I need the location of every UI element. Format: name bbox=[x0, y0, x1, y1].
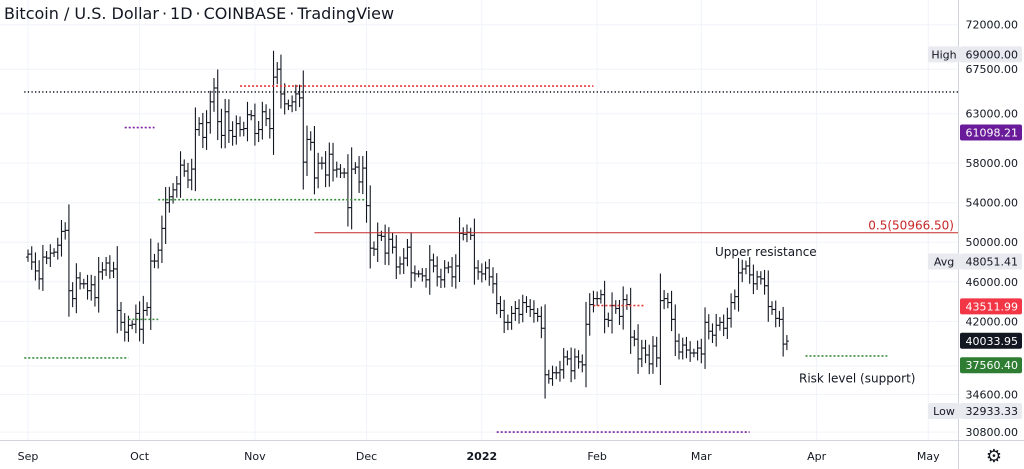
y-tick-label: 67500.00 bbox=[966, 63, 1019, 76]
y-tick-label: 63000.00 bbox=[966, 108, 1019, 121]
symbol-name[interactable]: Bitcoin / U.S. Dollar bbox=[4, 4, 159, 23]
x-tick-label: May bbox=[917, 450, 940, 463]
price-label-value: 61098.21 bbox=[966, 127, 1019, 140]
price-label-box[interactable] bbox=[960, 332, 1022, 349]
x-tick-label: Dec bbox=[356, 450, 377, 463]
price-label-value: 69000.00 bbox=[966, 48, 1019, 61]
x-tick-label: Apr bbox=[807, 450, 827, 463]
price-label-prefix: High bbox=[931, 48, 956, 61]
x-tick-label: Mar bbox=[691, 450, 712, 463]
price-label-prefix: Avg bbox=[934, 256, 954, 269]
price-label-box[interactable] bbox=[960, 124, 1022, 141]
price-label-box[interactable] bbox=[960, 357, 1022, 374]
y-tick-label: 46000.00 bbox=[966, 276, 1019, 289]
y-tick-label: 34600.00 bbox=[966, 389, 1019, 402]
x-tick-label: Sep bbox=[18, 450, 39, 463]
y-tick-label: 72000.00 bbox=[966, 19, 1019, 32]
x-tick-label: Feb bbox=[587, 450, 606, 463]
x-tick-label: Nov bbox=[244, 450, 266, 463]
interval-label[interactable]: 1D bbox=[170, 4, 193, 23]
price-label-value: 32933.33 bbox=[966, 405, 1019, 418]
y-tick-label: 54000.00 bbox=[966, 197, 1019, 210]
x-tick-label: Oct bbox=[130, 450, 150, 463]
price-label-prefix: Low bbox=[933, 405, 955, 418]
price-label-value: 48051.41 bbox=[966, 256, 1019, 269]
y-tick-label: 42000.00 bbox=[966, 315, 1019, 328]
price-label-value: 37560.40 bbox=[966, 359, 1019, 372]
chart-title: Bitcoin / U.S. Dollar · 1D · COINBASE · Tradin… bbox=[4, 4, 395, 23]
annotation-risk-level: Risk level (support) bbox=[799, 372, 915, 386]
exchange-label: COINBASE bbox=[203, 4, 287, 23]
x-tick-label: 2022 bbox=[467, 450, 498, 463]
price-label-prefix-box bbox=[928, 253, 960, 270]
y-tick-label: 30800.00 bbox=[966, 426, 1019, 439]
price-label-value: 43511.99 bbox=[966, 300, 1019, 313]
price-label-prefix-box bbox=[928, 46, 960, 63]
y-tick-label: 58000.00 bbox=[966, 157, 1019, 170]
y-tick-label: 50000.00 bbox=[966, 236, 1019, 249]
price-label-prefix-box bbox=[928, 402, 960, 419]
settings-gear-icon[interactable]: ⚙ bbox=[985, 446, 1003, 466]
price-label-box[interactable] bbox=[960, 402, 1022, 419]
annotation-upper-resistance: Upper resistance bbox=[715, 245, 817, 259]
price-label-box[interactable] bbox=[960, 46, 1022, 63]
price-label-value: 40033.95 bbox=[966, 335, 1019, 348]
brand-label: TradingView bbox=[297, 4, 395, 23]
annotation-fib-level: 0.5(50966.50) bbox=[868, 219, 954, 233]
price-label-box[interactable] bbox=[960, 298, 1022, 315]
price-label-box[interactable] bbox=[960, 253, 1022, 270]
